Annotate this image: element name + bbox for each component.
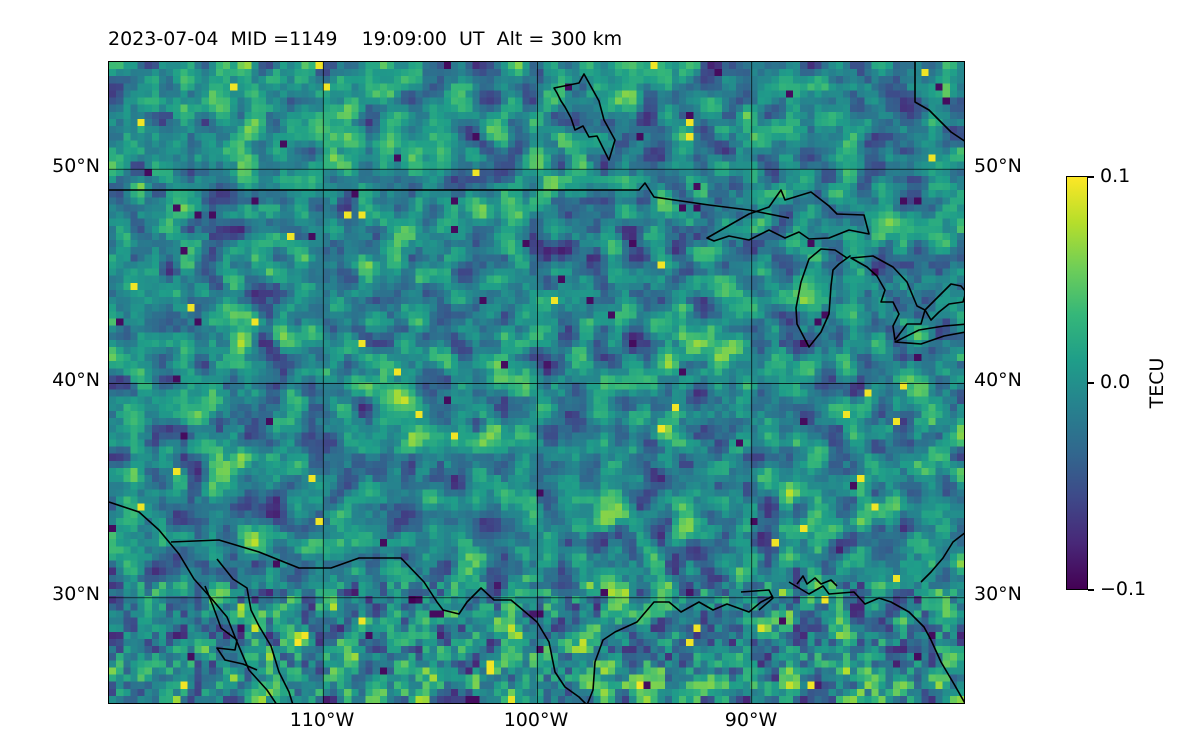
colorbar-tick-min <box>1088 589 1094 591</box>
hudson-bay-island <box>553 73 616 161</box>
lon-label-90w: 90°W <box>724 709 778 731</box>
border-us-canada <box>109 182 790 219</box>
baja-peninsula <box>216 558 294 703</box>
lat-label-40-left: 40°N <box>52 369 100 391</box>
lat-label-30-right: 30°N <box>974 583 1022 605</box>
colorbar-label-max: 0.1 <box>1100 165 1131 187</box>
pacific-coast-baja <box>109 501 277 703</box>
gulf-coast-east <box>788 581 964 703</box>
map-title: 2023-07-04 MID =1149 19:09:00 UT Alt = 3… <box>108 28 623 50</box>
florida-atlantic <box>920 532 964 583</box>
colorbar-tick-max <box>1088 176 1094 178</box>
colorbar-label-min: −0.1 <box>1100 578 1147 600</box>
lake-erie <box>894 323 964 345</box>
east-canada-coast <box>914 62 964 142</box>
lake-michigan <box>795 248 851 348</box>
map-overlay <box>109 62 964 703</box>
lake-huron <box>850 255 926 341</box>
colorbar-label-zero: 0.0 <box>1100 371 1131 393</box>
lat-label-40-right: 40°N <box>974 369 1022 391</box>
lat-label-50-left: 50°N <box>52 155 100 177</box>
colorbar-unit-label: TECU <box>1146 357 1168 409</box>
gulf-coast-texas <box>586 595 774 703</box>
lake-superior <box>706 189 870 242</box>
lon-label-100w: 100°W <box>503 709 569 731</box>
us-mexico-border <box>170 539 587 703</box>
gulf-coast-islands <box>796 575 838 587</box>
gulf-of-california <box>204 585 258 671</box>
lat-label-50-right: 50°N <box>974 155 1022 177</box>
colorbar <box>1066 176 1088 590</box>
gulf-coast-louisiana <box>740 589 774 611</box>
tec-map[interactable] <box>108 61 965 704</box>
colorbar-tick-zero <box>1088 382 1094 384</box>
lat-label-30-left: 30°N <box>52 583 100 605</box>
lon-label-110w: 110°W <box>289 709 355 731</box>
lake-ontario <box>924 283 964 321</box>
